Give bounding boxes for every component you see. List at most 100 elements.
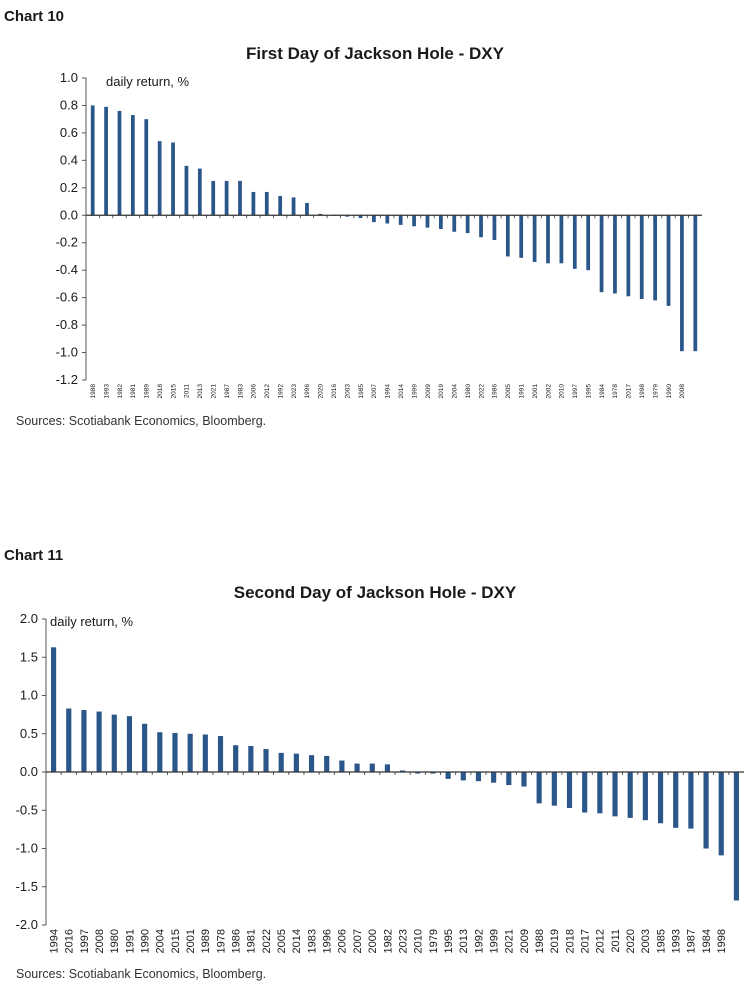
x-category-label: 1991 — [518, 384, 525, 399]
x-category-label: 2005 — [276, 929, 288, 953]
bar — [688, 772, 694, 829]
bar — [372, 215, 376, 223]
bar — [278, 196, 283, 216]
chart-11-label: Chart 11 — [4, 547, 64, 564]
bar — [354, 763, 360, 772]
bar — [425, 215, 430, 228]
bar — [144, 119, 149, 216]
bar — [613, 215, 617, 294]
x-category-label: 2008 — [679, 384, 686, 399]
y-tick-label: 0.8 — [60, 97, 78, 112]
x-category-label: 1996 — [322, 929, 334, 953]
y-tick-label: -2.0 — [16, 917, 38, 932]
x-category-label: 2023 — [397, 929, 409, 953]
bar — [415, 772, 421, 774]
x-category-label: 2005 — [505, 384, 512, 399]
bar — [369, 763, 375, 772]
bar — [211, 180, 216, 216]
x-category-label: 1984 — [701, 929, 713, 953]
bar — [572, 215, 577, 269]
bar — [582, 772, 588, 813]
x-category-label: 1989 — [144, 384, 151, 399]
bar — [639, 215, 644, 300]
x-category-label: 1982 — [117, 384, 124, 399]
bar — [263, 749, 269, 772]
x-category-label: 1985 — [655, 929, 667, 953]
bar — [238, 180, 242, 216]
y-tick-label: 1.0 — [20, 688, 38, 703]
bar — [430, 772, 436, 774]
bar — [184, 165, 189, 216]
bar — [400, 770, 406, 772]
x-category-label: 2007 — [371, 384, 378, 399]
bar — [479, 215, 483, 238]
x-category-label: 1995 — [585, 384, 592, 399]
y-tick-label: 0.5 — [20, 726, 38, 741]
bar — [505, 215, 510, 257]
x-category-label: 1984 — [599, 384, 606, 399]
bar — [566, 772, 573, 808]
x-category-label: 1979 — [652, 384, 659, 399]
y-tick-label: -0.5 — [16, 802, 38, 817]
y-tick-label: 0.0 — [20, 764, 38, 779]
bar — [733, 772, 739, 901]
x-category-label: 1997 — [79, 929, 91, 953]
x-category-label: 1994 — [385, 384, 392, 399]
bar — [559, 215, 564, 264]
x-category-label: 2011 — [610, 929, 622, 953]
y-tick-label: 1.5 — [20, 649, 38, 664]
bar — [693, 215, 698, 352]
bar — [657, 772, 664, 824]
bar — [157, 141, 162, 216]
x-category-label: 2014 — [291, 929, 303, 953]
y-axis-label: daily return, % — [106, 74, 190, 89]
bar — [492, 215, 497, 240]
bar — [465, 215, 470, 234]
x-category-label: 2017 — [580, 929, 592, 953]
y-tick-label: -1.2 — [56, 372, 78, 387]
x-category-label: 1981 — [246, 929, 258, 953]
y-tick-label: 2.0 — [20, 611, 38, 626]
y-tick-label: -0.6 — [56, 290, 78, 305]
x-category-label: 2012 — [264, 384, 271, 399]
x-category-label: 1998 — [639, 384, 646, 399]
x-category-label: 2012 — [595, 929, 607, 953]
bar — [398, 215, 403, 225]
bar — [460, 772, 466, 781]
y-tick-label: -1.5 — [16, 879, 38, 894]
x-category-label: 1993 — [103, 384, 110, 399]
bar — [104, 106, 108, 216]
y-tick-label: 1.0 — [60, 70, 78, 85]
bar — [233, 745, 239, 772]
bar — [96, 711, 102, 772]
bar — [653, 215, 658, 301]
chart-11-plot: 2.0 1.5 1.0 0.5 0.0 -0.5 -1.0 -1.5 -2.0 daily ret… — [16, 611, 744, 953]
x-category-label: 2001 — [185, 929, 197, 953]
x-category-label: 1978 — [215, 929, 227, 953]
x-category-label: 1979 — [428, 929, 440, 953]
bar — [130, 115, 135, 216]
bar — [703, 772, 709, 849]
bar — [521, 772, 527, 787]
y-axis-label: daily return, % — [50, 614, 134, 629]
x-category-label: 2011 — [184, 384, 191, 398]
bar — [248, 745, 254, 772]
x-category-label: 2022 — [478, 384, 485, 399]
y-tick-label: 0.4 — [60, 152, 78, 167]
x-category-label: 1993 — [671, 929, 683, 953]
bar — [718, 772, 724, 856]
chart-10-plot: 1.0 0.8 0.6 0.4 0.2 0.0 -0.2 -0.4 -0.6 -0.8 -1.0 -1… — [56, 70, 702, 399]
x-category-label: 1981 — [130, 384, 137, 399]
bar — [597, 772, 603, 814]
chart-11-title: Second Day of Jackson Hole - DXY — [233, 583, 517, 602]
bar — [187, 733, 193, 772]
y-tick-label: -1.0 — [16, 841, 38, 856]
x-category-label: 1999 — [488, 929, 500, 953]
bar — [546, 215, 550, 264]
bar — [536, 772, 542, 804]
y-tick-label: -0.8 — [56, 317, 78, 332]
bar — [224, 180, 229, 216]
x-category-label: 2006 — [251, 384, 258, 399]
bar — [532, 215, 537, 262]
bar — [339, 760, 345, 772]
